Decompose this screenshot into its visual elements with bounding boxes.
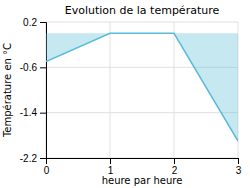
x-tick: 2 <box>172 158 178 176</box>
tick-mark <box>40 67 46 68</box>
tick-label: 0 <box>44 165 50 176</box>
x-tick: 1 <box>108 158 114 176</box>
axis-line <box>40 23 47 159</box>
title: Evolution de la température <box>65 4 220 17</box>
tick-mark <box>174 158 175 164</box>
chart: 0 1 2 3 0.2 -0.6 -1.4 -2.2 Evolution de la tempé… <box>0 0 250 188</box>
marks <box>46 33 238 141</box>
tick-mark <box>238 158 239 164</box>
grid-line <box>46 22 238 23</box>
tick-label: 0.2 <box>23 17 37 28</box>
x-axis: 0 1 2 3 <box>44 158 242 176</box>
area <box>46 33 238 141</box>
y-axis-label: Température en °C <box>2 43 13 138</box>
tick-label: -0.6 <box>20 62 38 73</box>
tick-mark <box>40 158 46 159</box>
tick-mark <box>110 158 111 164</box>
axis-line <box>47 159 239 165</box>
x-tick: 0 <box>44 158 50 176</box>
plot: 0 1 2 3 0.2 -0.6 -1.4 -2.2 <box>20 17 242 176</box>
grid-line <box>110 22 111 158</box>
x-axis-label: heure par heure <box>102 175 183 186</box>
tick-label: 3 <box>236 165 242 176</box>
tick-label: -2.2 <box>20 153 38 164</box>
y-tick: 0.2 <box>23 17 46 28</box>
grid-line <box>46 112 238 113</box>
tick-label: -1.4 <box>20 107 38 118</box>
y-tick: -0.6 <box>20 62 46 73</box>
line <box>46 33 238 141</box>
grid <box>46 22 238 158</box>
y-tick: -2.2 <box>20 153 46 164</box>
x-tick: 3 <box>236 158 242 176</box>
tick-mark <box>40 113 46 114</box>
tick-mark <box>40 22 46 23</box>
y-axis: 0.2 -0.6 -1.4 -2.2 <box>20 17 47 164</box>
y-tick: -1.4 <box>20 107 46 118</box>
grid-line <box>174 22 175 158</box>
